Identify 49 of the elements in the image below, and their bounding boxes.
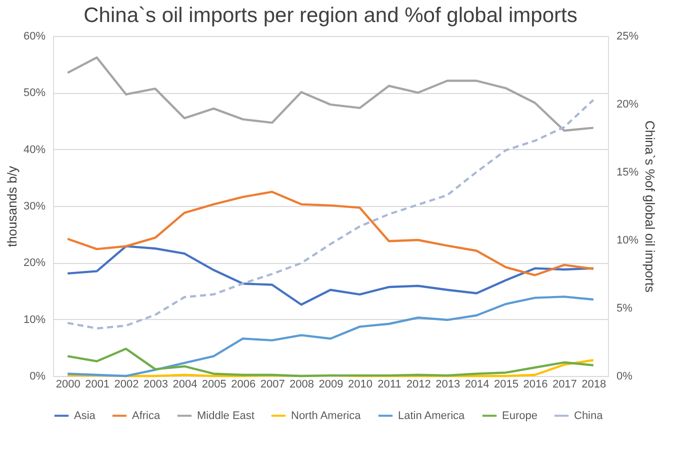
line-series	[66, 296, 594, 378]
y-tick-label: 40%	[23, 144, 46, 156]
y-tick-label: 20%	[23, 257, 46, 270]
chart-title: China`s oil imports per region and %of global imports	[84, 4, 578, 27]
line-series	[66, 190, 594, 276]
line-series	[66, 348, 594, 378]
x-tick-label: 2004	[172, 378, 198, 390]
y-tick-label: 0%	[30, 370, 46, 382]
y-tick-label: 30%	[23, 200, 46, 212]
y2-tick-label: 5%	[616, 302, 633, 314]
legend-label: Asia	[74, 410, 96, 422]
x-tick-label: 2015	[494, 378, 519, 390]
x-tick-label: 2011	[378, 378, 402, 390]
y2-axis-title: China`s %of global oil imports	[642, 120, 658, 293]
legend-label: North America	[291, 410, 362, 422]
y2-tick-label: 15%	[616, 166, 639, 178]
x-tick-label: 2017	[552, 378, 577, 390]
legend-label: Europe	[502, 410, 538, 422]
x-tick-label: 2013	[436, 378, 460, 390]
y2-tick-label: 25%	[616, 30, 639, 42]
x-tick-label: 2016	[523, 378, 548, 390]
y2-tick-label: 10%	[616, 234, 639, 246]
legend-label: Africa	[132, 410, 161, 422]
x-tick-label: 2005	[202, 378, 226, 390]
line-series	[66, 359, 594, 378]
x-tick-label: 2003	[143, 378, 168, 390]
x-tick-label: 2001	[85, 378, 110, 390]
y-tick-label: 50%	[23, 87, 46, 100]
y2-tick-label: 0%	[616, 370, 633, 382]
x-tick-label: 2006	[231, 378, 256, 390]
x-tick-label: 2008	[290, 378, 314, 390]
legend-label: Latin America	[398, 410, 466, 422]
y-axis-title: thousands b/y	[4, 166, 20, 247]
x-tick-label: 2014	[464, 378, 490, 390]
x-tick-label: 2009	[318, 378, 344, 390]
x-tick-label: 2012	[406, 378, 431, 390]
y2-tick-label: 20%	[616, 98, 639, 110]
y-tick-label: 60%	[23, 30, 46, 42]
x-tick-label: 2010	[348, 378, 372, 390]
x-tick-label: 2002	[114, 378, 139, 390]
x-tick-label: 2007	[260, 378, 285, 390]
line-series	[66, 245, 594, 306]
x-tick-label: 2000	[56, 378, 80, 390]
line-series	[66, 56, 594, 132]
x-tick-label: 2018	[582, 378, 606, 390]
legend-label: Middle East	[197, 410, 254, 422]
y-tick-label: 10%	[23, 314, 46, 326]
line-series	[66, 98, 594, 330]
legend-label: China	[574, 410, 604, 422]
